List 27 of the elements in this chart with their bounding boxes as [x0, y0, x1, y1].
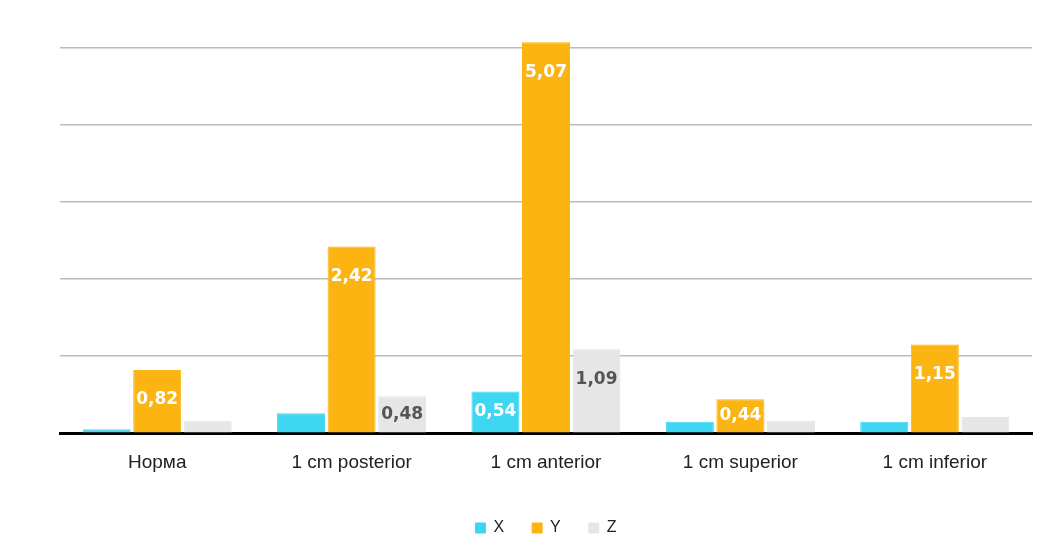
bar — [572, 349, 621, 433]
data-label: 0,82 — [136, 388, 179, 409]
bar — [910, 344, 959, 433]
legend-label: Z — [606, 518, 617, 536]
data-label: 2,42 — [330, 265, 373, 286]
bar — [860, 421, 909, 433]
bar — [521, 42, 571, 433]
x-tick-label: 1 cm inferior — [882, 450, 988, 472]
bar — [766, 420, 815, 433]
legend-label: Y — [550, 518, 562, 536]
data-label: 0,54 — [474, 400, 517, 421]
data-label: 1,09 — [575, 367, 618, 388]
x-tick-label: 1 cm anterior — [490, 450, 603, 472]
bar — [327, 246, 376, 433]
data-label: 5,07 — [525, 60, 567, 81]
bar — [82, 429, 131, 433]
x-tick-label: Норма — [127, 450, 187, 472]
bar — [961, 417, 1010, 433]
data-label: 1,15 — [913, 362, 956, 383]
data-label: 0,48 — [381, 402, 424, 423]
bar — [665, 421, 714, 433]
x-tick-label: 1 cm superior — [682, 450, 799, 472]
bar — [277, 413, 326, 433]
legend-label: X — [493, 518, 505, 536]
bar — [183, 420, 232, 433]
data-label: 0,44 — [719, 404, 762, 425]
x-tick-label: 1 cm posterior — [291, 450, 413, 472]
